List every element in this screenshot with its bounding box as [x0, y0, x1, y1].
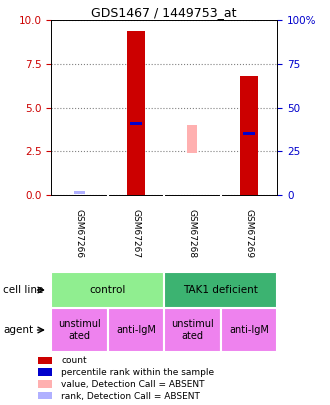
Text: cell line: cell line — [3, 285, 44, 295]
Text: percentile rank within the sample: percentile rank within the sample — [61, 368, 214, 377]
Bar — [187, 125, 197, 153]
Text: GSM67269: GSM67269 — [245, 209, 253, 258]
Text: agent: agent — [3, 325, 33, 335]
Text: anti-IgM: anti-IgM — [116, 325, 156, 335]
Bar — [38, 369, 52, 376]
Bar — [221, 308, 277, 352]
Text: value, Detection Call = ABSENT: value, Detection Call = ABSENT — [61, 380, 205, 389]
Bar — [243, 132, 255, 135]
Bar — [164, 272, 277, 308]
Bar — [51, 272, 164, 308]
Text: control: control — [89, 285, 126, 295]
Text: rank, Detection Call = ABSENT: rank, Detection Call = ABSENT — [61, 392, 200, 401]
Text: TAK1 deficient: TAK1 deficient — [183, 285, 258, 295]
Text: unstimul
ated: unstimul ated — [58, 319, 101, 341]
Bar — [74, 191, 85, 194]
Text: GSM67268: GSM67268 — [188, 209, 197, 258]
Text: anti-IgM: anti-IgM — [229, 325, 269, 335]
Text: GSM67267: GSM67267 — [131, 209, 141, 258]
Title: GDS1467 / 1449753_at: GDS1467 / 1449753_at — [91, 6, 237, 19]
Bar — [38, 356, 52, 364]
Bar — [240, 76, 258, 195]
Bar — [38, 392, 52, 399]
Bar — [127, 30, 145, 195]
Bar — [38, 380, 52, 388]
Bar — [130, 122, 142, 125]
Text: unstimul
ated: unstimul ated — [171, 319, 214, 341]
Bar — [51, 308, 108, 352]
Bar — [108, 308, 164, 352]
Bar — [164, 308, 221, 352]
Text: count: count — [61, 356, 87, 365]
Text: GSM67266: GSM67266 — [75, 209, 84, 258]
